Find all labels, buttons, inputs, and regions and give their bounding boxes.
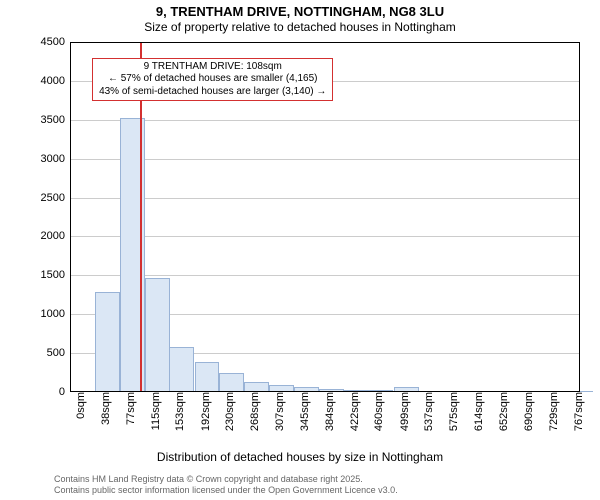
- y-tick-label: 2000: [41, 230, 70, 242]
- x-tick-label: 652sqm: [496, 392, 510, 431]
- y-tick-label: 3000: [41, 153, 70, 165]
- x-tick-label: 690sqm: [521, 392, 535, 431]
- x-tick-label: 614sqm: [471, 392, 485, 431]
- histogram-bar: [95, 292, 120, 392]
- attribution-line-1: Contains HM Land Registry data © Crown c…: [54, 474, 398, 485]
- y-tick-label: 500: [47, 347, 70, 359]
- property-size-chart: 9, TRENTHAM DRIVE, NOTTINGHAM, NG8 3LU S…: [0, 0, 600, 500]
- grid-line: [70, 198, 580, 199]
- y-tick-label: 1000: [41, 308, 70, 320]
- annotation-line-3: 43% of semi-detached houses are larger (…: [99, 86, 326, 99]
- x-tick-label: 767sqm: [571, 392, 585, 431]
- x-tick-label: 575sqm: [446, 392, 460, 431]
- x-tick-label: 729sqm: [546, 392, 560, 431]
- y-tick-label: 2500: [41, 192, 70, 204]
- histogram-bar: [269, 385, 294, 392]
- attribution: Contains HM Land Registry data © Crown c…: [54, 474, 398, 496]
- annotation-box: 9 TRENTHAM DRIVE: 108sqm← 57% of detache…: [92, 58, 333, 102]
- x-tick-label: 537sqm: [421, 392, 435, 431]
- grid-line: [70, 159, 580, 160]
- x-tick-label: 0sqm: [73, 392, 87, 419]
- x-tick-label: 115sqm: [148, 392, 162, 430]
- grid-line: [70, 120, 580, 121]
- x-tick-label: 38sqm: [98, 392, 112, 425]
- x-tick-label: 384sqm: [322, 392, 336, 431]
- x-tick-label: 422sqm: [347, 392, 361, 431]
- x-tick-label: 153sqm: [172, 392, 186, 431]
- x-tick-label: 230sqm: [222, 392, 236, 431]
- plot-area: 0500100015002000250030003500400045000sqm…: [70, 42, 580, 392]
- x-axis-label: Distribution of detached houses by size …: [0, 450, 600, 464]
- grid-line: [70, 236, 580, 237]
- x-tick-label: 307sqm: [272, 392, 286, 431]
- attribution-line-2: Contains public sector information licen…: [54, 485, 398, 496]
- histogram-bar: [145, 278, 170, 392]
- chart-title-sub: Size of property relative to detached ho…: [0, 20, 600, 34]
- x-tick-label: 460sqm: [371, 392, 385, 431]
- histogram-bar: [169, 347, 194, 392]
- y-tick-label: 3500: [41, 114, 70, 126]
- y-tick-label: 4500: [41, 36, 70, 48]
- y-tick-label: 0: [59, 386, 70, 398]
- y-tick-label: 1500: [41, 269, 70, 281]
- y-tick-label: 4000: [41, 75, 70, 87]
- histogram-bar: [244, 382, 269, 392]
- x-tick-label: 345sqm: [297, 392, 311, 431]
- chart-title-main: 9, TRENTHAM DRIVE, NOTTINGHAM, NG8 3LU: [0, 4, 600, 19]
- x-tick-label: 268sqm: [247, 392, 261, 431]
- x-tick-label: 499sqm: [397, 392, 411, 431]
- histogram-bar: [195, 362, 220, 392]
- grid-line: [70, 275, 580, 276]
- annotation-line-2: ← 57% of detached houses are smaller (4,…: [99, 73, 326, 86]
- x-tick-label: 77sqm: [123, 392, 137, 425]
- x-tick-label: 192sqm: [198, 392, 212, 431]
- annotation-line-1: 9 TRENTHAM DRIVE: 108sqm: [99, 61, 326, 74]
- histogram-bar: [219, 373, 244, 392]
